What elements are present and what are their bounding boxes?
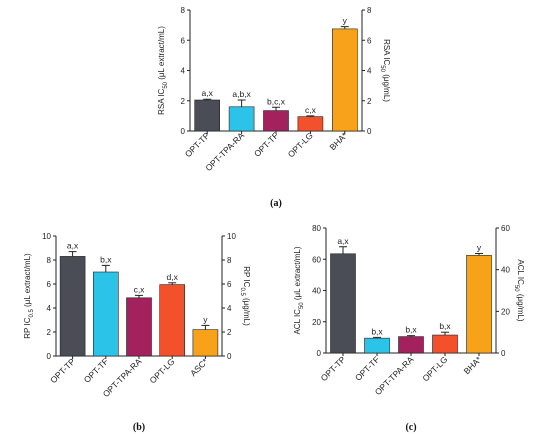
y-axis-label-main: ACL IC: [293, 309, 302, 335]
right-tick-label: 0: [367, 127, 372, 136]
right-tick-label: 0: [227, 352, 232, 361]
right-tick-label: 8: [367, 6, 372, 15]
significance-label: c,x: [134, 284, 146, 294]
y-axis-label: RSA IC50 (μL extract/mL): [157, 26, 169, 115]
left-tick-label: 10: [42, 232, 51, 241]
y2-axis-label-subscript: 0.5: [239, 287, 245, 296]
left-tick-label: 0: [47, 352, 52, 361]
right-tick-label: 6: [367, 36, 372, 45]
left-tick-label: 40: [312, 287, 321, 296]
left-tick-label: 8: [181, 6, 186, 15]
left-tick-label: 2: [181, 97, 186, 106]
bar-bha: [331, 28, 358, 132]
significance-label: a,b,x: [232, 89, 251, 99]
y-axis-label: ACL IC50 (μL extract/mL): [293, 246, 305, 334]
left-tick-label: 4: [181, 67, 186, 76]
right-tick-label: 0: [501, 349, 506, 358]
right-tick-label: 60: [501, 224, 510, 233]
right-tick-label: 4: [227, 304, 232, 313]
left-tick-label: 20: [312, 318, 321, 327]
y-axis-label: RP IC0.5 (μL extract/mL): [23, 253, 35, 339]
bar-opt-tpa-ra: [398, 336, 424, 354]
y-axis-label-unit: (μL extract/mL): [293, 246, 302, 302]
significance-label: b,x: [100, 254, 112, 264]
y2-axis-label-unit: (μg/mL): [242, 296, 251, 326]
bar-opt-tp: [59, 256, 86, 357]
bar-bha: [466, 255, 492, 354]
y2-axis-label-subscript: 50: [379, 65, 385, 72]
right-tick-label: 6: [227, 280, 232, 289]
bar-opt-tpa-ra: [228, 106, 255, 132]
left-tick-label: 0: [181, 127, 186, 136]
y-axis-label-subscript: 50: [299, 302, 305, 309]
right-tick-label: 20: [501, 307, 510, 316]
left-tick-label: 60: [312, 255, 321, 264]
significance-label: a,x: [67, 241, 79, 251]
right-tick-label: 4: [367, 67, 372, 76]
bar-opt-tp: [194, 99, 220, 132]
bar-opt-tpa-ra: [126, 297, 152, 357]
y2-axis-label: ACL IC50 (μg/mL): [513, 259, 525, 321]
significance-label: b,x: [439, 321, 451, 331]
left-tick-label: 8: [47, 256, 52, 265]
bar-opt-lg: [159, 284, 185, 357]
significance-label: y: [203, 314, 208, 324]
bar-asc: [192, 329, 219, 357]
left-tick-label: 6: [181, 36, 186, 45]
y2-axis-label-unit: (μg/mL): [382, 72, 391, 102]
y-axis-label-main: RSA IC: [157, 88, 166, 114]
bar-opt-lg: [432, 334, 458, 354]
significance-label: b,c,x: [267, 96, 286, 106]
y-axis-label-subscript: 50: [163, 81, 169, 88]
left-tick-label: 0: [317, 349, 322, 358]
left-tick-label: 6: [47, 280, 52, 289]
y2-axis-label: RSA IC50 (μg/mL): [379, 39, 391, 102]
y2-axis-label-main: RP IC: [242, 266, 251, 287]
bar-opt-tf: [93, 271, 119, 357]
significance-label: y: [343, 16, 348, 26]
significance-label: y: [477, 242, 482, 252]
panel-label: (a): [270, 198, 282, 209]
y2-axis-label-main: ACL IC: [516, 259, 525, 285]
y2-axis-label-subscript: 50: [513, 285, 519, 292]
y2-axis-label-main: RSA IC: [382, 39, 391, 65]
significance-label: c,x: [305, 105, 317, 115]
left-tick-label: 80: [312, 224, 321, 233]
left-tick-label: 4: [47, 304, 52, 313]
significance-label: b,x: [371, 326, 383, 336]
panel-label: (c): [405, 422, 416, 433]
bar-opt-tf: [364, 337, 390, 354]
y-axis-label-subscript: 0.5: [29, 309, 35, 318]
y-axis-label-main: RP IC: [23, 317, 32, 338]
panel-label: (b): [133, 422, 145, 433]
significance-label: a,x: [337, 236, 349, 246]
right-tick-label: 2: [227, 328, 232, 337]
significance-label: b,x: [405, 325, 417, 335]
y2-axis-label-unit: (μg/mL): [516, 292, 525, 322]
y-axis-label-unit: (μL extract/mL): [157, 26, 166, 82]
y2-axis-label: RP IC0.5 (μg/mL): [239, 266, 251, 326]
bar-opt-tf: [263, 110, 289, 132]
significance-label: d,x: [167, 272, 179, 282]
left-tick-label: 2: [47, 328, 52, 337]
bar-opt-tp: [330, 253, 356, 354]
bar-opt-lg: [297, 116, 324, 132]
y-axis-label-unit: (μL extract/mL): [23, 253, 32, 309]
right-tick-label: 8: [227, 256, 232, 265]
right-tick-label: 2: [367, 97, 372, 106]
significance-label: a,x: [202, 88, 214, 98]
right-tick-label: 10: [227, 232, 236, 241]
right-tick-label: 40: [501, 266, 510, 275]
